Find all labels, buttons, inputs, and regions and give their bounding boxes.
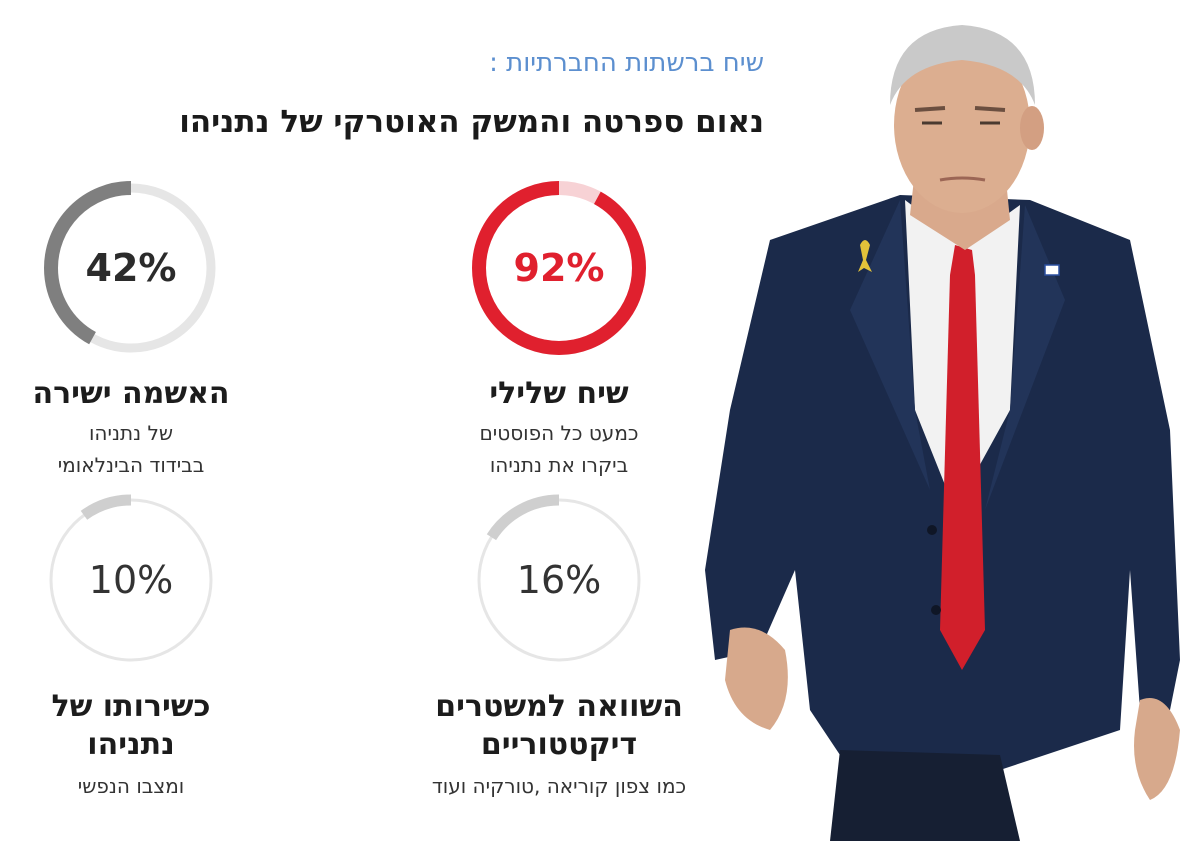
portrait-image (705, 25, 1180, 841)
label-negative: שיח שלילי (489, 376, 629, 411)
ring-blame-value: 42% (85, 246, 177, 290)
ring-negative-arc (472, 181, 646, 355)
portrait-trousers (830, 750, 1020, 841)
page-title: נאום ספרטה והמשק האוטרקי של נתניהו (179, 104, 764, 140)
desc-negative: כמעט כל הפוסטים ביקרו את נתניהו (409, 417, 709, 481)
portrait-face (894, 37, 1030, 213)
desc-blame-line1: של נתניהו (88, 421, 174, 445)
portrait-jacket (705, 195, 1180, 770)
desc-negative-line1: כמעט כל הפוסטים (479, 421, 639, 445)
label-dictatorship-line2: דיקטטוריים (480, 727, 638, 762)
ring-blame-graphic (44, 181, 218, 355)
ring-blame-arc (44, 181, 218, 355)
portrait-hand-left (725, 627, 788, 730)
ring-dictatorship-value: 16% (516, 558, 602, 602)
label-fitness-line2: נתניהו (87, 727, 175, 762)
ring-dictatorship-graphic (473, 494, 645, 666)
label-dictatorship-line1: השוואה למשטרים (435, 689, 683, 724)
portrait-ear (1020, 106, 1044, 150)
portrait-brows (914, 106, 1006, 112)
desc-blame-line2: בבידוד הבינלאומי (57, 453, 205, 477)
desc-blame: של נתניהו בבידוד הבינלאומי (0, 417, 281, 481)
ribbon-pin-icon (858, 240, 872, 272)
desc-fitness: ומצבו הנפשי (77, 774, 185, 798)
label-dictatorship: השוואה למשטרים דיקטטוריים (384, 688, 734, 764)
portrait-mouth (939, 176, 986, 182)
label-fitness-line1: כשירותו של (51, 689, 211, 724)
ring-negative-graphic (472, 181, 646, 355)
ring-dictatorship-arc (473, 494, 645, 666)
desc-dictatorship: כמו צפון קוריאה ,טורקיה ועוד (431, 774, 687, 798)
portrait-lapel-right (985, 205, 1065, 510)
ring-fitness: 10% (41, 490, 221, 670)
label-fitness: כשירותו של נתניהו (0, 688, 281, 764)
flag-pin-icon (1044, 264, 1060, 276)
subtitle: שיח ברשתות החברתיות : (489, 48, 764, 78)
ring-blame: 42% (41, 178, 221, 358)
ring-fitness-arc (45, 494, 217, 666)
ring-dictatorship: 16% (469, 490, 649, 670)
portrait-button-2 (931, 605, 941, 615)
desc-negative-line2: ביקרו את נתניהו (489, 453, 629, 477)
label-blame: האשמה ישירה (32, 376, 230, 411)
portrait-hair (890, 25, 1035, 105)
portrait-tie (940, 245, 985, 670)
ring-fitness-value: 10% (88, 558, 174, 602)
portrait-hand-right (1134, 698, 1180, 800)
portrait-lapel-left (850, 200, 930, 490)
portrait-button-1 (927, 525, 937, 535)
ring-negative: 92% (469, 178, 649, 358)
ring-negative-value: 92% (513, 246, 605, 290)
ring-fitness-graphic (45, 494, 217, 666)
